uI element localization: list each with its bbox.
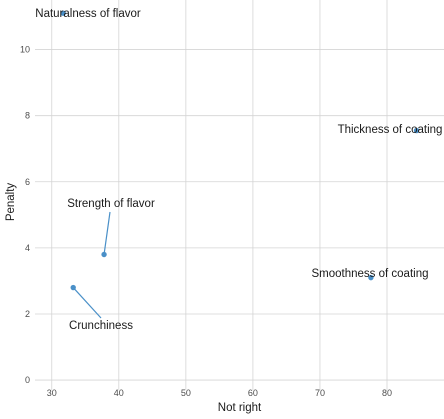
- y-tick-label: 0: [25, 375, 30, 385]
- data-point: [368, 274, 374, 281]
- point-label: Naturalness of flavor: [35, 8, 141, 20]
- x-tick-label: 60: [248, 388, 258, 398]
- x-tick-label: 80: [382, 388, 392, 398]
- point-label: Strength of flavor: [67, 198, 155, 210]
- x-tick-label: 70: [315, 388, 325, 398]
- label-leader-lines: [72, 211, 111, 319]
- x-tick-label: 30: [47, 388, 57, 398]
- data-point: [70, 284, 76, 291]
- y-axis-title: Penalty: [5, 183, 17, 222]
- label-leader-line: [103, 211, 111, 255]
- tick-labels: 30 40 50 60 70 80 0 2 4 6 8 10: [20, 45, 392, 398]
- data-point: [101, 251, 107, 258]
- point-label: Smoothness of coating: [312, 268, 429, 280]
- label-leader-line: [72, 287, 102, 319]
- data-point: [413, 127, 420, 134]
- y-tick-label: 6: [25, 177, 30, 187]
- x-tick-label: 40: [114, 388, 124, 398]
- y-tick-label: 4: [25, 243, 30, 253]
- point-labels: Naturalness of flavor Thickness of coatin…: [35, 8, 442, 332]
- y-tick-label: 10: [20, 45, 30, 55]
- data-points: [60, 10, 420, 291]
- y-tick-label: 8: [25, 111, 30, 121]
- data-point: [60, 10, 66, 16]
- y-tick-label: 2: [25, 309, 30, 319]
- x-axis-title: Not right: [218, 402, 262, 414]
- point-label: Thickness of coating: [338, 124, 443, 136]
- point-label: Crunchiness: [69, 320, 133, 332]
- gridlines: [35, 0, 444, 390]
- x-tick-label: 50: [181, 388, 191, 398]
